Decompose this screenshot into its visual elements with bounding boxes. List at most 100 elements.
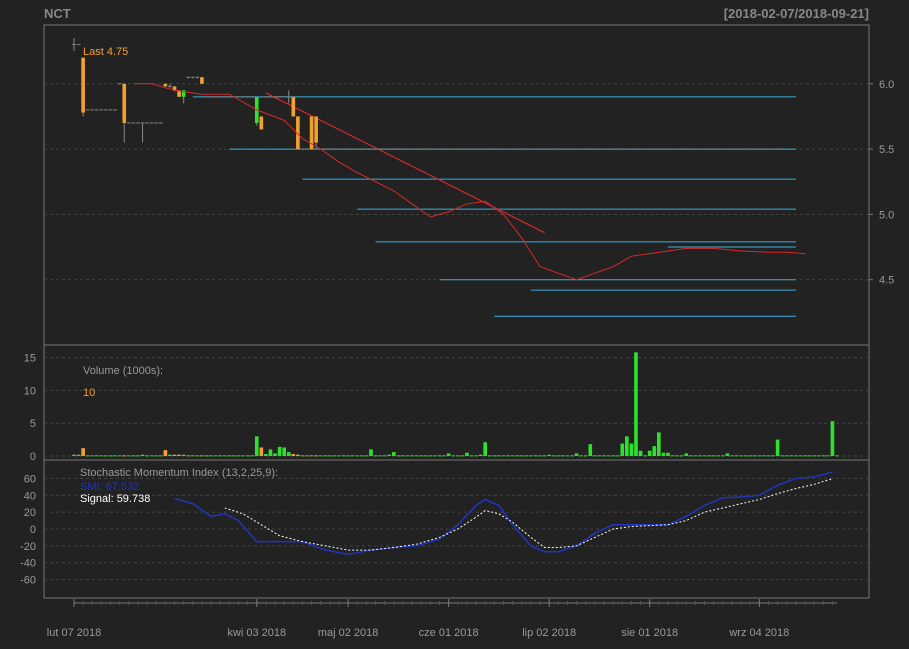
volume-bar [158,455,163,457]
volume-bar [387,454,392,456]
smi-tick-label: -60 [20,575,36,587]
moving-average-line [133,83,806,281]
volume-bar [136,455,140,457]
volume-bar [200,455,204,457]
volume-bar [602,455,606,457]
volume-bar [245,455,250,457]
volume-bar [593,455,597,457]
volume-bar [812,455,816,457]
volume-bar [99,455,104,457]
volume-bar [360,455,364,457]
last-price-label: Last 4.75 [83,46,128,58]
volume-bar [382,455,387,457]
volume-bar [113,455,117,457]
volume-bar [355,455,360,457]
volume-bar [177,454,181,456]
volume-bar [752,455,757,457]
volume-bar [300,455,305,457]
volume-bar [273,453,277,456]
smi-tick-label: 0 [30,524,36,536]
volume-title: Volume (1000s): [83,365,163,377]
volume-bar [707,455,711,457]
volume-bar [620,443,625,456]
volume-bar [835,455,839,457]
volume-bar [76,454,81,456]
volume-bar [734,455,739,457]
smi-value-label: SMI: 67.532 [80,481,139,493]
price-tick-label: 4.5 [879,275,894,287]
volume-bar [830,421,835,456]
volume-bar [588,444,593,456]
symbol-title: NCT [44,6,71,21]
volume-bar [670,455,675,457]
smi-panel: -60 -40 -20 0 20 40 60 Stochastic Momentum Inde… [20,459,870,599]
volume-bar [286,452,291,456]
volume-bar [282,447,286,456]
panel-frame [43,24,870,346]
volume-bar [104,455,108,457]
volume-bar [328,455,332,457]
volume-bar [465,452,469,456]
volume-bar [268,449,273,456]
candle-body [309,116,314,150]
volume-bar [392,452,396,456]
volume-bar [277,446,282,456]
volume-bar [497,455,501,457]
volume-bar [675,455,679,457]
volume-bar [437,455,442,457]
signal-value-label: Signal: 59.738 [80,493,150,505]
x-tick-label: wrz 04 2018 [728,627,789,639]
volume-value: 10 [83,387,95,399]
volume-bar [711,455,716,457]
volume-bar [236,455,241,457]
volume-bar [222,455,227,457]
smi-tick-label: -40 [20,558,36,570]
volume-bar [720,455,725,457]
volume-bar [798,455,803,457]
volume-bar [565,455,570,457]
volume-bar [515,455,519,457]
volume-bar [291,454,296,456]
price-tick-label: 5.0 [879,209,894,221]
volume-bar [661,452,666,456]
volume-bar [213,455,218,457]
volume-bar [122,455,127,457]
volume-bar [789,455,794,457]
volume-bar [583,455,588,457]
volume-bar [743,455,748,457]
volume-bar [90,455,95,457]
x-tick-label: lut 07 2018 [47,627,101,639]
volume-tick-label: 15 [24,353,36,365]
volume-bar [232,455,236,457]
smi-line [174,471,833,556]
x-tick-label: cze 01 2018 [419,627,479,639]
volume-bar [538,455,542,457]
panel-frame [43,344,870,461]
trend-line [265,92,545,234]
volume-bar [643,455,647,457]
volume-bar [561,455,565,457]
candle-body [314,116,318,143]
volume-bar [209,455,213,457]
volume-panel: 0 5 10 15 Volume (1000s): 10 [24,344,870,463]
volume-bar [739,455,743,457]
volume-bar [190,455,195,457]
volume-bar [533,455,538,457]
smi-tick-label: 20 [24,507,36,519]
volume-bar [784,455,789,457]
volume-bar [803,455,807,457]
volume-bar [611,455,615,457]
volume-bar [296,454,300,456]
volume-bar [241,455,245,457]
volume-bar [693,455,698,457]
volume-bar [423,455,428,457]
volume-bar [396,455,401,457]
smi-tick-label: 60 [24,473,36,485]
volume-bar [163,450,168,456]
volume-bar [748,455,753,457]
volume-bar [794,455,798,457]
volume-bar [259,447,264,456]
volume-bar [762,455,766,457]
volume-bar [305,455,309,457]
volume-bar [446,453,451,456]
